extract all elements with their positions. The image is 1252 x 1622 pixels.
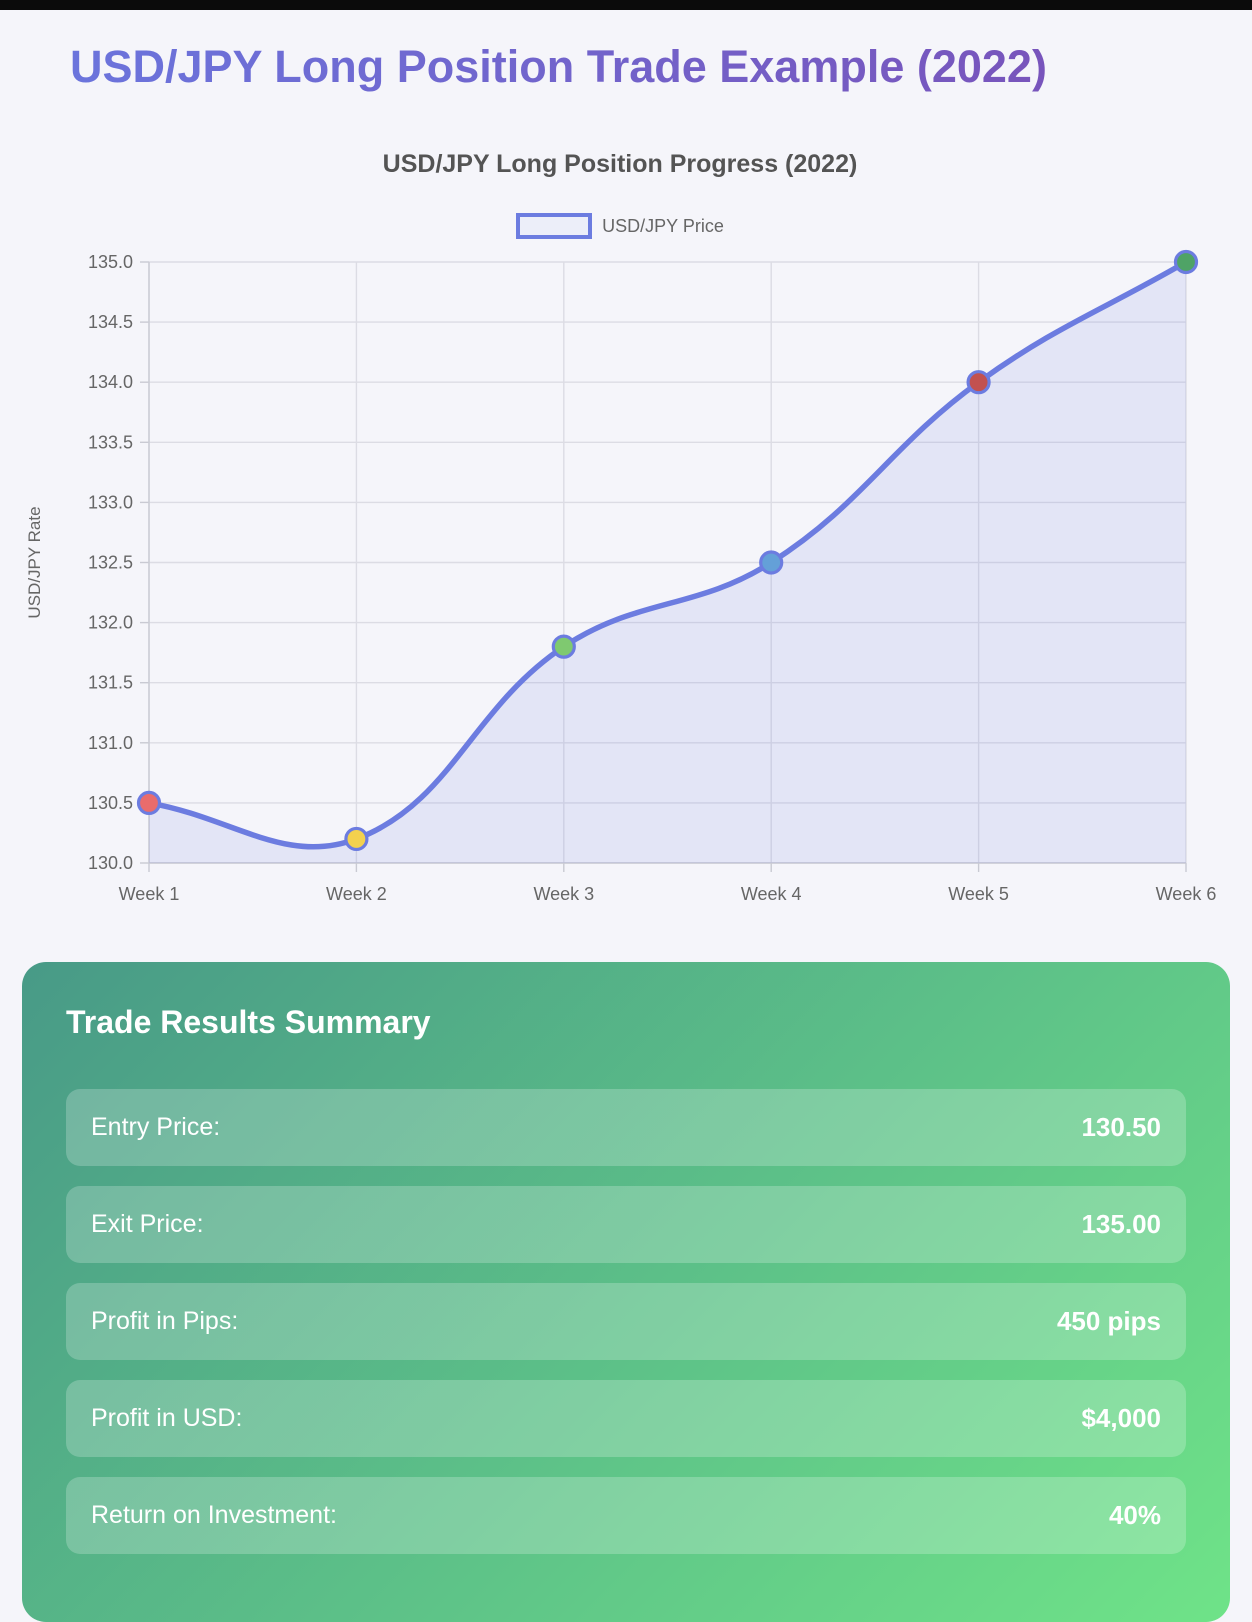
row-label: Profit in USD: bbox=[91, 1404, 243, 1432]
chart-section: USD/JPY Long Position Progress (2022) US… bbox=[0, 150, 1252, 903]
row-value: $4,000 bbox=[1081, 1403, 1161, 1433]
top-bar bbox=[0, 0, 1252, 10]
trade-summary-card: Trade Results Summary Entry Price: 130.5… bbox=[22, 962, 1230, 1622]
y-tick-label: 131.0 bbox=[88, 733, 133, 753]
legend-swatch bbox=[516, 213, 593, 239]
row-label: Return on Investment: bbox=[91, 1501, 337, 1529]
y-tick-label: 131.5 bbox=[88, 673, 133, 693]
y-axis-title: USD/JPY Rate bbox=[25, 506, 44, 618]
y-tick-label: 132.0 bbox=[88, 613, 133, 633]
row-value: 450 pips bbox=[1056, 1306, 1161, 1336]
row-value: 130.50 bbox=[1081, 1112, 1161, 1142]
line-chart[interactable]: 130.0 130.5 131.0 131.5 132.0 132.5 133.0 133.5… bbox=[10, 248, 1240, 903]
summary-heading: Trade Results Summary bbox=[66, 1004, 431, 1040]
row-label: Entry Price: bbox=[91, 1113, 221, 1141]
chart-legend[interactable]: USD/JPY Price bbox=[0, 213, 1240, 239]
chart-title: USD/JPY Long Position Progress (2022) bbox=[382, 150, 858, 178]
y-tick-label: 132.5 bbox=[88, 553, 133, 573]
y-tick-label: 134.5 bbox=[88, 312, 133, 332]
y-tick-label: 135.0 bbox=[88, 252, 133, 272]
x-tick-label: Week 4 bbox=[741, 884, 802, 903]
summary-row-roi: Return on Investment: 40% bbox=[66, 1477, 1186, 1554]
summary-row-exit-price: Exit Price: 135.00 bbox=[66, 1186, 1186, 1263]
row-label: Profit in Pips: bbox=[91, 1307, 239, 1335]
x-tick-label: Week 2 bbox=[326, 884, 387, 903]
data-point-week-5[interactable] bbox=[966, 370, 991, 395]
summary-row-entry-price: Entry Price: 130.50 bbox=[66, 1089, 1186, 1166]
data-point-week-2[interactable] bbox=[344, 826, 369, 852]
data-point-week-3[interactable] bbox=[551, 634, 576, 659]
x-tick-label: Week 6 bbox=[1156, 884, 1217, 903]
y-tick-label: 130.0 bbox=[88, 853, 133, 873]
page-title: USD/JPY Long Position Trade Example (202… bbox=[70, 40, 1212, 94]
data-point-week-4[interactable] bbox=[759, 550, 784, 575]
y-tick-label: 133.0 bbox=[88, 492, 133, 512]
x-tick-label: Week 5 bbox=[948, 884, 1009, 903]
data-point-week-6[interactable] bbox=[1173, 249, 1199, 275]
row-value: 40% bbox=[1108, 1500, 1161, 1530]
summary-row-profit-usd: Profit in USD: $4,000 bbox=[66, 1380, 1186, 1457]
data-point-week-1[interactable] bbox=[136, 790, 162, 816]
row-value: 135.00 bbox=[1081, 1209, 1161, 1239]
x-tick-label: Week 1 bbox=[119, 884, 180, 903]
y-tick-label: 134.0 bbox=[88, 372, 133, 392]
summary-row-profit-pips: Profit in Pips: 450 pips bbox=[66, 1283, 1186, 1360]
row-label: Exit Price: bbox=[91, 1210, 204, 1238]
y-tick-label: 133.5 bbox=[88, 432, 133, 452]
y-tick-label: 130.5 bbox=[88, 793, 133, 813]
area-fill bbox=[149, 262, 1186, 863]
x-tick-label: Week 3 bbox=[533, 884, 594, 903]
legend-label: USD/JPY Price bbox=[602, 215, 724, 236]
price-line bbox=[146, 259, 1189, 850]
